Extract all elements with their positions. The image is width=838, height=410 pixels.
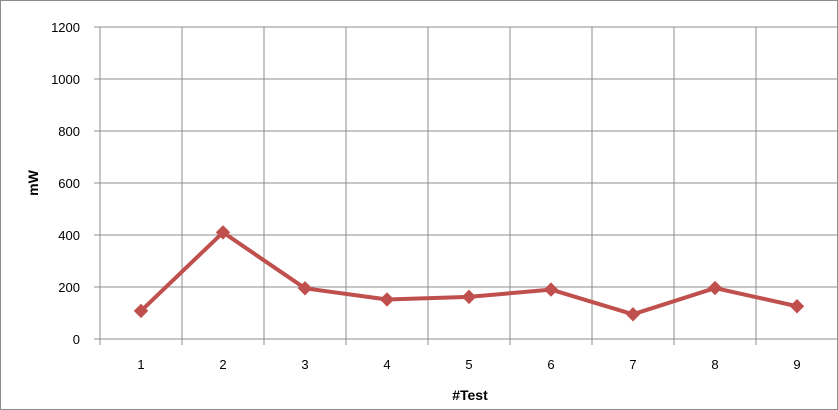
- y-tick-label: 0: [73, 332, 80, 347]
- y-tick-label: 400: [58, 228, 80, 243]
- x-tick-label: 6: [547, 357, 554, 372]
- data-point-marker: [215, 225, 231, 240]
- axes: [94, 26, 838, 345]
- data-point-marker: [543, 282, 559, 297]
- y-tick-label: 200: [58, 280, 80, 295]
- y-tick-label: 800: [58, 124, 80, 139]
- data-point-marker: [297, 281, 313, 296]
- y-tick-label: 1000: [51, 72, 80, 87]
- x-axis-title: #Test: [452, 387, 488, 403]
- data-point-marker: [461, 289, 477, 305]
- x-tick-label: 8: [711, 357, 718, 372]
- x-tick-label: 9: [793, 357, 800, 372]
- y-tick-label: 600: [58, 176, 80, 191]
- data-point-marker: [789, 299, 805, 314]
- y-tick-labels: 0 200 400 600 800 1000 1200: [51, 20, 80, 347]
- data-point-marker: [625, 307, 641, 322]
- x-tick-label: 3: [301, 357, 308, 372]
- x-tick-label: 7: [629, 357, 636, 372]
- x-tick-label: 5: [465, 357, 472, 372]
- data-series: [133, 225, 805, 322]
- y-tick-label: 1200: [51, 20, 80, 35]
- data-point-marker: [379, 292, 395, 307]
- x-tick-label: 4: [383, 357, 390, 372]
- x-tick-labels: 1 2 3 4 5 6 7 8 9: [137, 357, 800, 372]
- data-point-marker: [133, 303, 149, 319]
- x-tick-label: 1: [137, 357, 144, 372]
- data-point-marker: [707, 280, 723, 296]
- y-axis-title: mW: [25, 169, 41, 195]
- x-tick-label: 2: [219, 357, 226, 372]
